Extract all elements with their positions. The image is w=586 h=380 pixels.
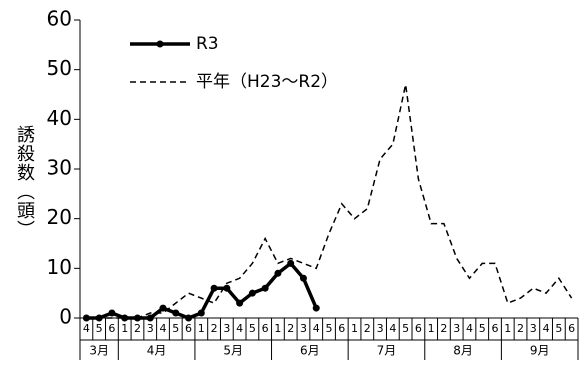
x-tick-label: 4 <box>160 322 167 335</box>
x-tick-label: 6 <box>492 322 499 335</box>
point <box>197 309 205 317</box>
legend-marker <box>156 40 164 48</box>
x-tick-label: 2 <box>211 322 218 335</box>
y-tick-label: 40 <box>47 106 72 130</box>
x-tick-label: 1 <box>274 322 281 335</box>
point <box>210 284 218 292</box>
y-tick-label: 0 <box>59 305 72 329</box>
point <box>236 299 244 307</box>
y-tick-label: 10 <box>47 255 72 279</box>
x-tick-label: 1 <box>504 322 511 335</box>
x-tick-label: 3 <box>377 322 384 335</box>
x-tick-label: 5 <box>402 322 409 335</box>
x-tick-label: 5 <box>479 322 486 335</box>
x-tick-label: 6 <box>262 322 269 335</box>
x-tick-label: 3 <box>147 322 154 335</box>
x-tick-label: 4 <box>543 322 550 335</box>
x-tick-label: 1 <box>121 322 128 335</box>
x-tick-label: 2 <box>287 322 294 335</box>
x-tick-label: 6 <box>568 322 575 335</box>
point <box>287 259 295 267</box>
month-label: 6月 <box>300 344 320 358</box>
x-tick-label: 4 <box>236 322 243 335</box>
legend-label: R3 <box>196 34 219 54</box>
point <box>172 309 180 317</box>
x-tick-label: 4 <box>466 322 473 335</box>
x-tick-label: 1 <box>428 322 435 335</box>
x-tick-label: 3 <box>223 322 230 335</box>
x-tick-label: 6 <box>415 322 422 335</box>
point <box>274 269 282 277</box>
x-tick-label: 6 <box>108 322 115 335</box>
point <box>108 309 116 317</box>
point <box>223 284 231 292</box>
x-tick-label: 4 <box>389 322 396 335</box>
point <box>121 314 129 322</box>
x-tick-label: 3 <box>453 322 460 335</box>
point <box>299 274 307 282</box>
point <box>159 304 167 312</box>
month-label: 3月 <box>89 344 109 358</box>
legend-label: 平年（H23～R2） <box>196 72 338 92</box>
x-tick-label: 3 <box>530 322 537 335</box>
x-tick-label: 1 <box>351 322 358 335</box>
x-tick-label: 5 <box>249 322 256 335</box>
month-label: 7月 <box>377 344 397 358</box>
x-tick-label: 3 <box>300 322 307 335</box>
y-tick-label: 20 <box>47 205 72 229</box>
month-label: 4月 <box>147 344 167 358</box>
x-tick-label: 5 <box>326 322 333 335</box>
y-tick-label: 60 <box>47 7 72 31</box>
point <box>185 314 193 322</box>
point <box>261 284 269 292</box>
point <box>312 304 320 312</box>
series-line <box>86 84 573 319</box>
x-tick-label: 5 <box>555 322 562 335</box>
x-tick-label: 2 <box>517 322 524 335</box>
x-tick-label: 5 <box>96 322 103 335</box>
x-tick-label: 6 <box>185 322 192 335</box>
x-tick-label: 6 <box>338 322 345 335</box>
point <box>146 314 154 322</box>
point <box>248 289 256 297</box>
x-tick-label: 4 <box>313 322 320 335</box>
x-tick-label: 5 <box>172 322 179 335</box>
y-tick-label: 30 <box>47 156 72 180</box>
month-label: 8月 <box>453 344 473 358</box>
x-tick-label: 2 <box>440 322 447 335</box>
x-tick-label: 2 <box>364 322 371 335</box>
x-tick-label: 2 <box>134 322 141 335</box>
month-label: 5月 <box>223 344 243 358</box>
month-label: 9月 <box>530 344 550 358</box>
y-axis-label: 誘殺数（頭） <box>14 125 35 239</box>
y-tick-label: 50 <box>47 56 72 80</box>
x-tick-label: 4 <box>83 322 90 335</box>
x-tick-label: 1 <box>198 322 205 335</box>
